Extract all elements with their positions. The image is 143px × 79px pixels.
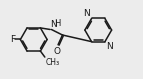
- Text: F: F: [10, 35, 15, 44]
- Text: O: O: [54, 47, 61, 56]
- Text: H: H: [55, 19, 61, 28]
- Text: N: N: [84, 9, 90, 18]
- Text: CH₃: CH₃: [45, 58, 59, 67]
- Text: N: N: [106, 42, 113, 51]
- Text: N: N: [50, 20, 57, 29]
